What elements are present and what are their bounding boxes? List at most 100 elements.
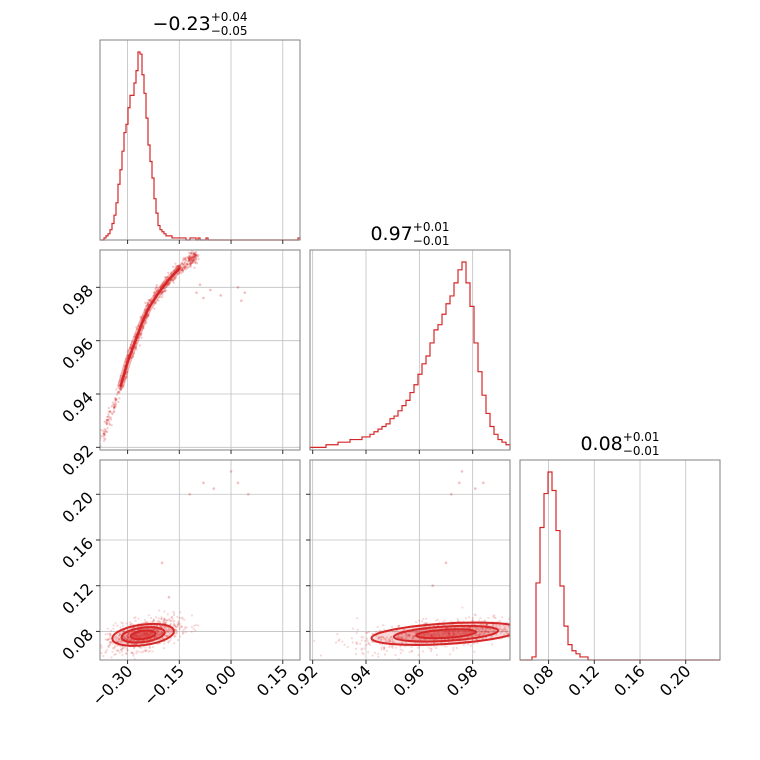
x-tick-label: 0.00 [201, 661, 240, 700]
scatter-point [177, 624, 180, 627]
scatter-point [368, 643, 372, 646]
scatter-point [164, 279, 167, 282]
scatter-point [167, 640, 170, 643]
scatter-point [113, 653, 116, 656]
scatter-point [185, 626, 188, 629]
scatter-point [177, 621, 180, 624]
scatter-point [155, 616, 158, 619]
scatter-point [516, 633, 518, 635]
scatter-point [381, 623, 385, 627]
scatter-point [429, 633, 432, 636]
scatter-point [108, 643, 111, 646]
scatter-point [153, 636, 156, 639]
scatter-point [123, 637, 126, 640]
scatter-point [107, 645, 110, 648]
scatter-point [193, 259, 196, 262]
scatter-point [169, 628, 172, 631]
scatter-point [127, 636, 130, 639]
x-tick-label: 0.16 [610, 661, 649, 700]
scatter-point [146, 303, 149, 306]
scatter-point [188, 257, 192, 261]
scatter-point [113, 404, 116, 407]
scatter-point [432, 633, 435, 636]
scatter-point [445, 645, 448, 648]
scatter-point [487, 627, 490, 630]
scatter-point [193, 254, 196, 258]
scatter-point [378, 636, 381, 639]
scatter-point [495, 624, 498, 627]
scatter-point [115, 388, 118, 391]
scatter-point [346, 645, 349, 649]
scatter-point [139, 633, 142, 637]
scatter-point [144, 620, 147, 624]
scatter-point [164, 621, 167, 624]
scatter-point [148, 646, 151, 649]
scatter-point [366, 639, 369, 642]
scatter-point [499, 619, 502, 622]
scatter-point [135, 634, 138, 637]
scatter-point [374, 630, 378, 633]
scatter-point [191, 256, 195, 259]
scatter-point [190, 256, 193, 260]
scatter-point [190, 258, 194, 261]
scatter-point [463, 632, 466, 635]
scatter-point [192, 253, 195, 256]
scatter-point [184, 265, 188, 268]
scatter-point [151, 646, 154, 649]
scatter-point [460, 633, 463, 636]
scatter-point [173, 277, 176, 281]
scatter-point [192, 259, 195, 262]
scatter-point [113, 645, 117, 648]
scatter-point [116, 644, 119, 647]
scatter-point [365, 631, 368, 634]
scatter-point [176, 615, 179, 619]
scatter-point [160, 617, 163, 620]
scatter-point [356, 642, 359, 645]
scatter-point [163, 625, 166, 629]
scatter-point [161, 293, 164, 297]
scatter-point [461, 631, 464, 635]
scatter-point [185, 259, 188, 262]
scatter-point [377, 637, 381, 640]
scatter-point [107, 415, 110, 418]
scatter-point [467, 626, 470, 629]
scatter-point [172, 613, 176, 617]
scatter-point [430, 633, 433, 637]
scatter-point [193, 253, 196, 256]
scatter-point [119, 387, 123, 390]
scatter-point [429, 647, 432, 650]
scatter-point [152, 619, 155, 622]
scatter-point [183, 627, 186, 630]
scatter-point [191, 256, 194, 260]
scatter-point [174, 277, 177, 280]
scatter-point [161, 295, 164, 299]
scatter-point [115, 398, 118, 401]
scatter-point [116, 640, 119, 643]
x-tick-label: 0.94 [336, 661, 375, 700]
scatter-point [336, 632, 339, 636]
scatter-point [170, 615, 173, 619]
scatter-point [109, 634, 112, 637]
scatter-point [377, 637, 380, 640]
scatter-point [144, 635, 147, 638]
scatter-point [380, 635, 383, 639]
scatter-point [186, 256, 190, 260]
scatter-point [474, 627, 478, 630]
scatter-point [117, 390, 120, 393]
scatter-point [402, 628, 405, 631]
scatter-point [470, 631, 473, 634]
scatter-point [129, 346, 132, 349]
scatter-point [180, 268, 183, 272]
scatter-point [113, 406, 116, 409]
scatter-point [158, 295, 162, 299]
scatter-point [181, 632, 185, 635]
scatter-point [134, 634, 137, 637]
scatter-point [143, 649, 146, 652]
scatter-point [125, 634, 128, 637]
scatter-point [466, 631, 469, 634]
scatter-point [121, 385, 124, 388]
scatter-point [197, 258, 200, 261]
scatter-point [111, 412, 114, 415]
scatter-point [144, 646, 147, 649]
scatter-point [152, 627, 155, 630]
